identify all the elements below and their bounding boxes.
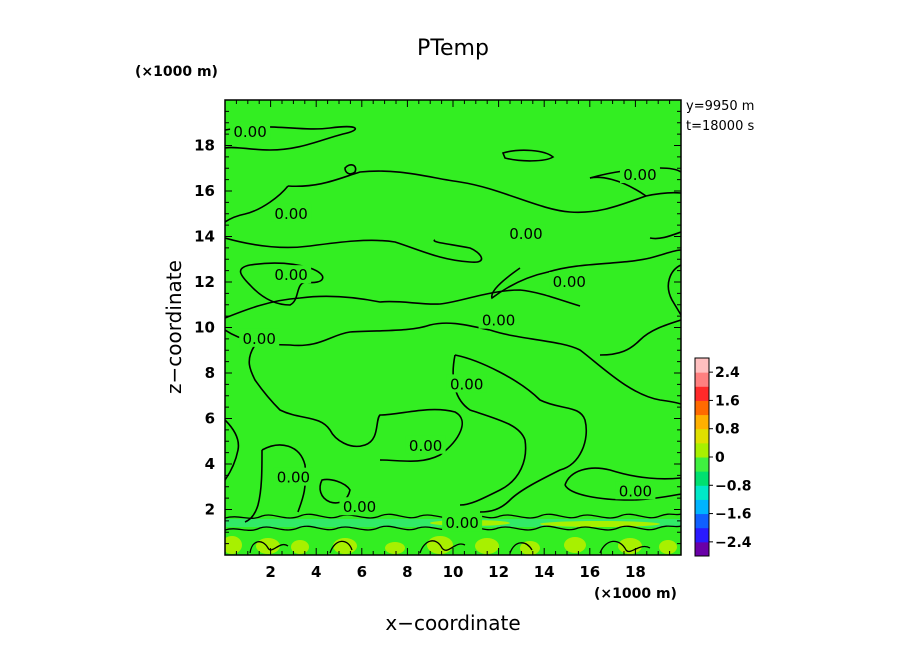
contour-label-bg bbox=[271, 265, 312, 284]
contour-label: 0.00 bbox=[274, 205, 307, 223]
field-background bbox=[225, 100, 681, 555]
contour-lines bbox=[225, 125, 681, 523]
colorbar-segment bbox=[695, 457, 709, 472]
colorbar-segment bbox=[695, 414, 709, 430]
x-tick-label: 12 bbox=[488, 563, 509, 581]
x-tick-label: 10 bbox=[443, 563, 464, 581]
x-tick-label: 16 bbox=[579, 563, 600, 581]
contour-label-bg bbox=[271, 203, 312, 222]
contour-label-bg bbox=[619, 165, 660, 184]
x-tick-label: 14 bbox=[534, 563, 555, 581]
contour-label-bg bbox=[405, 435, 446, 454]
contour-label: 0.00 bbox=[343, 498, 376, 516]
contour-label: 0.00 bbox=[274, 266, 307, 284]
contour-label-bg bbox=[615, 481, 656, 500]
contour-labels: 0.00 0.00 0.00 0.00 0.00 0.00 0.00 0.00 0.00 0.00… bbox=[230, 121, 660, 532]
contour-label: 0.00 bbox=[623, 166, 656, 184]
y-axis: 2 4 6 8 10 12 14 16 18 bbox=[194, 99, 681, 556]
colorbar-segment bbox=[695, 541, 709, 557]
colorbar-segment bbox=[695, 527, 709, 543]
surface-warm-blobs bbox=[225, 520, 677, 555]
y-tick-label: 6 bbox=[205, 410, 215, 428]
colorbar-segment bbox=[695, 400, 709, 416]
colorbar-segment bbox=[695, 513, 709, 529]
y-tick-label: 16 bbox=[194, 182, 215, 200]
contour-label-bg bbox=[230, 121, 271, 140]
colorbar-tick-label: 2.4 bbox=[715, 365, 740, 381]
contour-label: 0.00 bbox=[619, 482, 652, 500]
contour-label: 0.00 bbox=[277, 469, 310, 487]
colorbar-segment bbox=[695, 485, 709, 500]
y-tick-label: 14 bbox=[194, 228, 215, 246]
colorbar-tick-label: 0 bbox=[715, 450, 725, 466]
colorbar-tick-label: 1.6 bbox=[715, 393, 740, 409]
contour-label-bg bbox=[549, 272, 590, 290]
colorbar-tick-label: −2.4 bbox=[715, 535, 752, 551]
y-tick-label: 18 bbox=[194, 137, 215, 155]
colorbar-segment bbox=[695, 358, 709, 373]
x-tick-label: 2 bbox=[265, 563, 275, 581]
y-tick-label: 12 bbox=[194, 273, 215, 291]
y-tick-label: 2 bbox=[205, 501, 215, 519]
annotation-y-slice: y=9950 m bbox=[686, 99, 754, 114]
colorbar-segment bbox=[695, 471, 709, 486]
colorbar-segment bbox=[695, 386, 709, 401]
y-tick-label: 8 bbox=[205, 364, 215, 382]
contour-label-bg bbox=[239, 328, 280, 347]
colorbar-segment bbox=[695, 428, 709, 444]
x-tick-label: 8 bbox=[402, 563, 412, 581]
x-axis-unit: (×1000 m) bbox=[594, 586, 677, 602]
x-tick-label: 4 bbox=[311, 563, 321, 581]
colorbar-segment bbox=[695, 442, 709, 458]
x-axis-label: x−coordinate bbox=[385, 611, 520, 635]
y-axis-label: z−coordinate bbox=[162, 260, 186, 394]
contour-label: 0.00 bbox=[233, 123, 266, 141]
y-tick-label: 10 bbox=[194, 319, 215, 337]
x-tick-label: 6 bbox=[357, 563, 367, 581]
colorbar: 2.4 1.6 0.8 0 −0.8 −1.6 −2.4 bbox=[694, 357, 752, 557]
colorbar-tick-label: −1.6 bbox=[715, 507, 752, 523]
chart-title: PTemp bbox=[417, 36, 489, 61]
contour-label-bg bbox=[273, 467, 314, 486]
colorbar-tick-label: −0.8 bbox=[715, 478, 752, 494]
y-tick-label: 4 bbox=[205, 455, 215, 473]
field-layer: 0.00 0.00 0.00 0.00 0.00 0.00 0.00 0.00 0.00 0.00… bbox=[225, 100, 681, 555]
x-tick-label: 18 bbox=[625, 563, 646, 581]
contour-label-bg bbox=[442, 513, 483, 532]
contour-label-bg bbox=[446, 374, 487, 393]
contour-label: 0.00 bbox=[450, 375, 483, 393]
colorbar-segment bbox=[695, 372, 709, 387]
contour-label: 0.00 bbox=[409, 437, 442, 455]
contour-label: 0.00 bbox=[482, 312, 515, 330]
annotation-time: t=18000 s bbox=[686, 119, 754, 134]
x-axis: 2 4 6 8 10 12 14 16 18 bbox=[224, 100, 682, 581]
contour-label: 0.00 bbox=[553, 273, 586, 291]
contour-label-bg bbox=[478, 310, 519, 329]
contour-label-bg bbox=[339, 497, 380, 516]
y-axis-unit: (×1000 m) bbox=[135, 64, 218, 80]
contour-label: 0.00 bbox=[509, 225, 542, 243]
colorbar-segment bbox=[695, 499, 709, 515]
contour-label: 0.00 bbox=[242, 330, 275, 348]
colorbar-tick-label: 0.8 bbox=[715, 422, 740, 438]
contour-label-bg bbox=[505, 224, 546, 243]
contour-label: 0.00 bbox=[445, 514, 478, 532]
